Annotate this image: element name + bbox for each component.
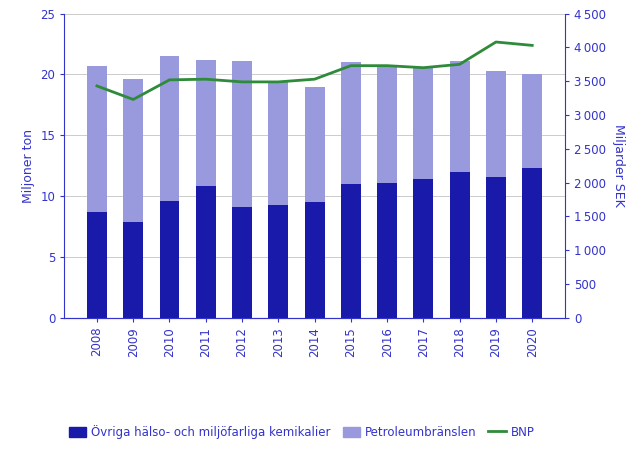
Bar bbox=[159, 56, 180, 201]
Bar bbox=[304, 87, 325, 202]
Bar bbox=[87, 212, 107, 318]
Bar bbox=[486, 177, 506, 318]
Bar bbox=[377, 183, 397, 318]
Legend: Övriga hälso- och miljöfarliga kemikalier, Petroleumbränslen, BNP: Övriga hälso- och miljöfarliga kemikalie… bbox=[64, 420, 539, 444]
Bar bbox=[123, 79, 143, 222]
Bar bbox=[377, 65, 397, 183]
Y-axis label: Miljarder SEK: Miljarder SEK bbox=[612, 124, 625, 207]
Bar bbox=[87, 66, 107, 212]
Bar bbox=[341, 62, 361, 184]
Bar bbox=[413, 67, 433, 179]
Bar bbox=[486, 71, 506, 177]
Bar bbox=[449, 61, 470, 172]
Bar bbox=[268, 205, 288, 318]
Bar bbox=[268, 82, 288, 205]
Bar bbox=[413, 179, 433, 318]
Bar bbox=[449, 172, 470, 318]
Bar bbox=[232, 207, 252, 318]
Bar bbox=[232, 61, 252, 207]
Bar bbox=[341, 184, 361, 318]
Bar bbox=[522, 168, 542, 318]
Y-axis label: Miljoner ton: Miljoner ton bbox=[22, 129, 35, 202]
Bar bbox=[304, 202, 325, 318]
Bar bbox=[196, 187, 216, 318]
Bar bbox=[196, 60, 216, 187]
Bar bbox=[123, 222, 143, 318]
Bar bbox=[522, 74, 542, 168]
Bar bbox=[159, 201, 180, 318]
